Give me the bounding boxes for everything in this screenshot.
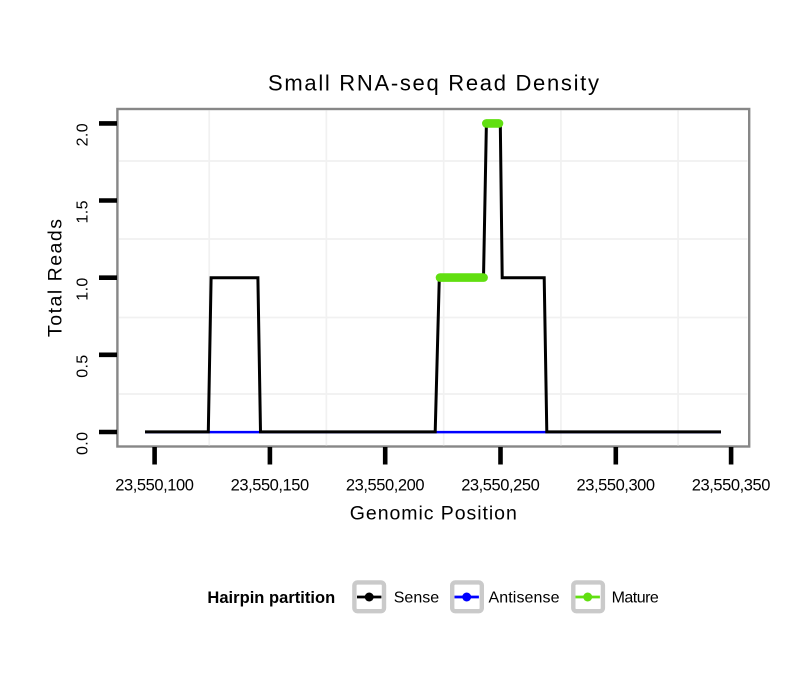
svg-text:23,550,200: 23,550,200 [346, 477, 425, 495]
svg-text:23,550,150: 23,550,150 [231, 477, 310, 495]
svg-text:Mature: Mature [612, 589, 659, 606]
svg-text:Sense: Sense [394, 589, 440, 606]
svg-text:23,550,300: 23,550,300 [577, 477, 656, 495]
svg-text:0.0: 0.0 [75, 432, 92, 455]
svg-text:Genomic Position: Genomic Position [350, 503, 517, 525]
svg-text:1.5: 1.5 [75, 200, 92, 223]
svg-text:23,550,350: 23,550,350 [692, 477, 771, 495]
svg-text:23,550,250: 23,550,250 [461, 477, 540, 495]
svg-text:0.5: 0.5 [75, 355, 92, 378]
svg-text:2.0: 2.0 [75, 123, 92, 146]
svg-text:1.0: 1.0 [75, 278, 92, 301]
svg-text:23,550,100: 23,550,100 [115, 477, 194, 495]
svg-text:Small RNA-seq Read Density: Small RNA-seq Read Density [268, 71, 599, 96]
svg-text:Antisense: Antisense [489, 589, 560, 606]
svg-text:Hairpin partition: Hairpin partition [207, 589, 335, 607]
svg-text:Total Reads: Total Reads [45, 219, 67, 337]
